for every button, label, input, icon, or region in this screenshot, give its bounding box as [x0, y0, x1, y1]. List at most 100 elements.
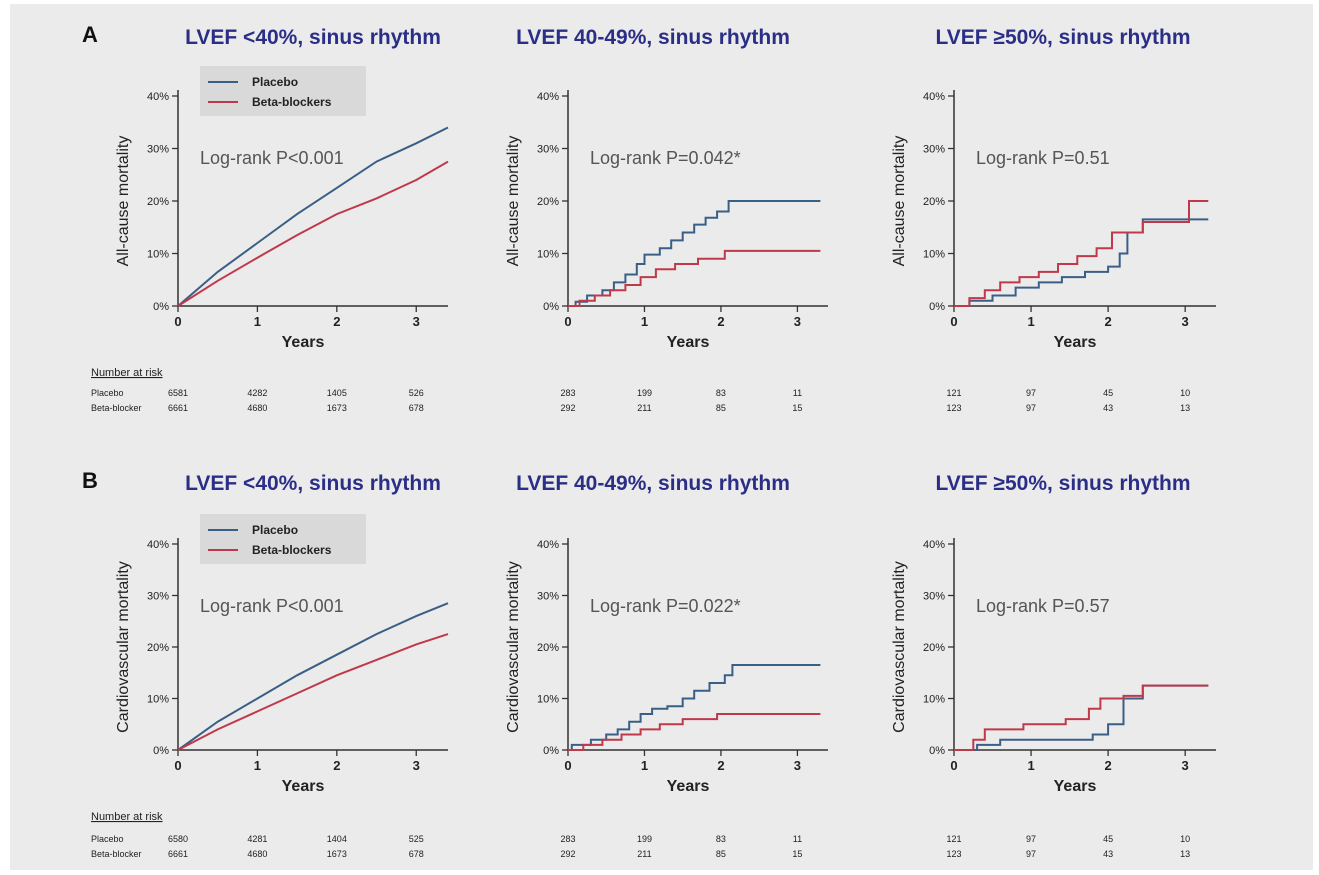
risk-value-beta-blocker: 85 [716, 403, 726, 413]
risk-value-placebo: 6580 [168, 834, 188, 844]
y-tick-label: 20% [537, 642, 559, 654]
risk-value-beta-blocker: 97 [1026, 403, 1036, 413]
y-tick-label: 30% [537, 144, 559, 156]
legend-label-beta-blockers: Beta-blockers [252, 95, 332, 109]
x-axis-label: Years [282, 334, 325, 351]
x-tick-label: 0 [174, 314, 181, 329]
legend-label-beta-blockers: Beta-blockers [252, 543, 332, 557]
y-tick-label: 0% [543, 745, 559, 757]
y-tick-label: 30% [923, 144, 945, 156]
risk-value-placebo: 83 [716, 388, 726, 398]
risk-value-placebo: 83 [716, 834, 726, 844]
x-tick-label: 1 [1027, 314, 1034, 329]
panel-letter: B [82, 468, 98, 493]
y-tick-label: 30% [147, 144, 169, 156]
risk-value-beta-blocker: 292 [560, 849, 575, 859]
risk-value-beta-blocker: 13 [1180, 403, 1190, 413]
x-tick-label: 0 [950, 758, 957, 773]
x-tick-label: 0 [564, 758, 571, 773]
y-tick-label: 10% [537, 694, 559, 706]
series-line-beta-blockers [177, 633, 449, 751]
risk-value-placebo: 4282 [247, 388, 267, 398]
x-tick-label: 3 [413, 758, 420, 773]
series-line-placebo [177, 126, 449, 307]
km-figure: A LVEF <40%, sinus rhythm 0% 10% 20% 30% 40% 0 1… [10, 4, 1313, 870]
risk-value-beta-blocker: 1673 [327, 403, 347, 413]
risk-value-placebo: 97 [1026, 388, 1036, 398]
risk-value-beta-blocker: 15 [792, 403, 802, 413]
y-tick-label: 20% [537, 196, 559, 208]
log-rank-annotation: Log-rank P=0.57 [976, 596, 1110, 616]
x-tick-label: 3 [1182, 758, 1189, 773]
risk-value-placebo: 1405 [327, 388, 347, 398]
risk-value-placebo: 525 [409, 834, 424, 844]
panel-title: LVEF <40%, sinus rhythm [185, 26, 441, 49]
y-axis-label: All-cause mortality [115, 136, 132, 267]
risk-value-placebo: 6581 [168, 388, 188, 398]
y-tick-label: 20% [147, 196, 169, 208]
x-axis-label: Years [1054, 778, 1097, 795]
panel-4: B LVEF <40%, sinus rhythm 0% 10% 20% 30% 40% 0 1… [82, 468, 449, 859]
y-tick-label: 10% [537, 249, 559, 261]
risk-value-placebo: 10 [1180, 834, 1190, 844]
panel-letter: A [82, 22, 98, 47]
risk-value-placebo: 97 [1026, 834, 1036, 844]
series-line-placebo [177, 602, 449, 751]
x-tick-label: 0 [564, 314, 571, 329]
risk-value-beta-blocker: 15 [792, 849, 802, 859]
panel-title: LVEF 40-49%, sinus rhythm [516, 472, 790, 495]
risk-value-placebo: 10 [1180, 388, 1190, 398]
legend-box [200, 66, 366, 116]
log-rank-annotation: Log-rank P<0.001 [200, 148, 344, 168]
risk-table-heading: Number at risk [91, 367, 163, 379]
risk-value-beta-blocker: 13 [1180, 849, 1190, 859]
y-tick-label: 40% [147, 539, 169, 551]
risk-value-beta-blocker: 43 [1103, 849, 1113, 859]
risk-value-placebo: 45 [1103, 388, 1113, 398]
series-line-beta-blockers [568, 249, 821, 307]
series-line-beta-blockers [568, 713, 821, 751]
x-tick-label: 3 [794, 758, 801, 773]
panel-title: LVEF 40-49%, sinus rhythm [516, 26, 790, 49]
x-tick-label: 1 [1027, 758, 1034, 773]
y-tick-label: 0% [153, 745, 169, 757]
risk-value-placebo: 121 [946, 834, 961, 844]
y-tick-label: 10% [923, 694, 945, 706]
risk-value-beta-blocker: 123 [946, 403, 961, 413]
risk-value-beta-blocker: 43 [1103, 403, 1113, 413]
risk-value-beta-blocker: 678 [409, 403, 424, 413]
risk-value-beta-blocker: 4680 [247, 849, 267, 859]
y-tick-label: 40% [923, 91, 945, 103]
series-line-beta-blockers [954, 200, 1209, 307]
x-tick-label: 2 [1105, 758, 1112, 773]
series-line-placebo [954, 684, 1209, 751]
x-axis-label: Years [667, 334, 710, 351]
y-tick-label: 30% [537, 591, 559, 603]
panel-5: LVEF 40-49%, sinus rhythm 0% 10% 20% 30% 40% 0… [505, 472, 828, 859]
x-tick-label: 1 [641, 314, 648, 329]
x-tick-label: 2 [333, 758, 340, 773]
risk-value-placebo: 45 [1103, 834, 1113, 844]
panel-title: LVEF ≥50%, sinus rhythm [935, 26, 1190, 49]
risk-value-placebo: 121 [946, 388, 961, 398]
series-line-beta-blockers [954, 684, 1209, 751]
risk-value-placebo: 4281 [247, 834, 267, 844]
log-rank-annotation: Log-rank P=0.042* [590, 148, 741, 168]
series-line-placebo [954, 218, 1209, 307]
series-line-placebo [568, 664, 821, 751]
risk-value-beta-blocker: 97 [1026, 849, 1036, 859]
x-tick-label: 1 [641, 758, 648, 773]
y-tick-label: 0% [543, 301, 559, 313]
risk-value-placebo: 11 [793, 388, 802, 398]
risk-value-placebo: 1404 [327, 834, 347, 844]
risk-value-beta-blocker: 4680 [247, 403, 267, 413]
risk-value-placebo: 526 [409, 388, 424, 398]
risk-row-label-beta-blocker: Beta-blocker [91, 849, 142, 859]
risk-value-placebo: 283 [560, 834, 575, 844]
x-axis-label: Years [282, 778, 325, 795]
y-axis-label: All-cause mortality [505, 136, 522, 267]
legend-label-placebo: Placebo [252, 523, 298, 537]
risk-value-beta-blocker: 211 [637, 403, 651, 413]
